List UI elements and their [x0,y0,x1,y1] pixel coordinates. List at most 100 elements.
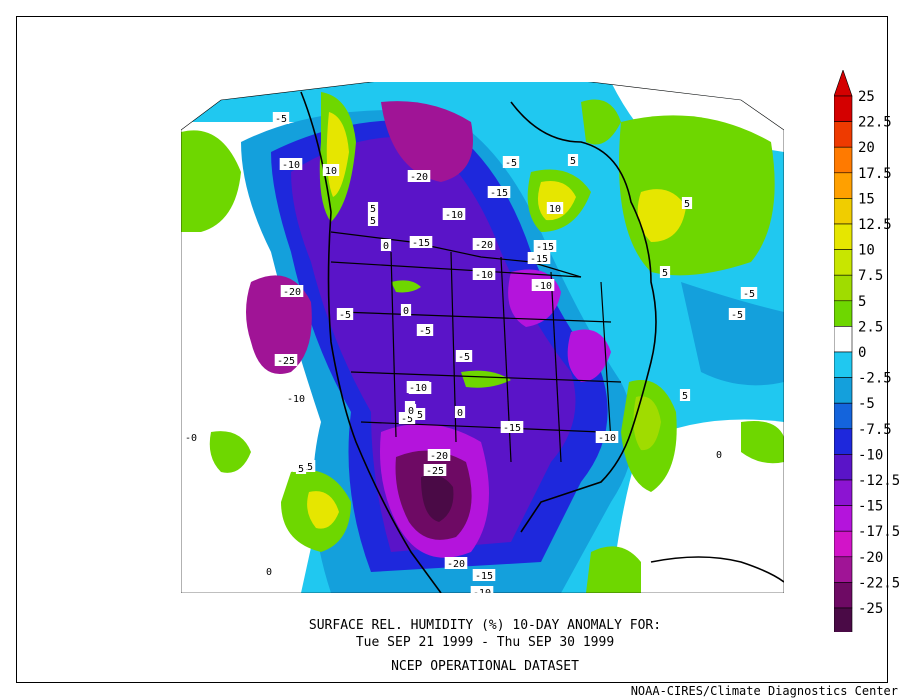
field-neg20-north [381,101,473,182]
colorbar-swatch [833,249,853,276]
colorbar-tick-label: -7.5 [858,422,892,438]
contour-label: -10 [445,210,463,221]
contour-label-bg [427,449,451,461]
contour-label-bg [713,448,725,460]
colorbar: 25 22.5 20 17.5 15 12.5 10 7.5 5 2.5 0 -2.5 -5 -7.5 -1… [833,69,904,661]
caption-line-1: SURFACE REL. HUMIDITY (%) 10-DAY ANOMALY… [308,618,662,633]
map-field [181,82,784,593]
contour-label-bg [500,421,524,433]
colorbar-swatch [833,402,853,430]
contour-label: 10 [325,166,337,177]
contour-label: -20 [447,559,465,570]
colorbar-swatch [833,556,853,583]
colorbar-swatch [833,607,853,634]
contour-label-bg [367,214,379,226]
colorbar-tick-label: 20 [858,140,875,156]
contour-label: 5 [370,216,376,227]
contour-label: 0 [408,406,414,417]
contour-label-bg [405,404,417,416]
contour-label-bg [444,557,468,569]
colorbar-swatch [833,300,853,327]
colorbar-tick-label: -10 [858,447,883,463]
contour-label-bg [274,354,298,366]
colorbar-swatch [833,454,853,481]
colorbar-swatch [833,172,853,199]
contour-label-bg [533,240,557,252]
contour-label: -5 [505,158,517,169]
contour-label-bg [182,431,200,443]
field-neg20-west [246,275,312,374]
contour-label: -15 [412,238,430,249]
contour-label: -5 [743,289,755,300]
contour-label: -20 [475,240,493,251]
contour-label: -15 [536,242,554,253]
contour-label: -5 [458,352,470,363]
contour-label-bg [336,308,354,320]
anomaly-map[interactable]: -5 -10 10 5 -20 -5 5 5 -15 10 5 -10 -15 0 -20 -10 -15 -10… [181,82,784,593]
contour-label: 0 [403,306,409,317]
contour-label: -0 [185,433,197,444]
contour-label: 0 [266,567,272,578]
colorbar-swatch [833,146,853,174]
colorbar-swatch [833,95,853,122]
colorbar-tick-label: 12.5 [858,217,892,233]
contour-label: 5 [662,268,668,279]
contour-label: 5 [684,199,690,210]
contour-label: -25 [277,356,295,367]
contour-label-bg [295,462,307,474]
contour-label-bg [546,202,564,214]
colorbar-tick-label: -22.5 [858,575,900,591]
colorbar-swatch [833,326,853,353]
colorbar-tick-label: -17.5 [858,524,900,540]
colorbar-swatch [833,274,853,302]
contour-label: -25 [426,466,444,477]
map-domain-outline [181,82,784,593]
colorbar-swatch [833,582,853,609]
colorbar-tick-label: 15 [858,191,875,207]
colorbar-tick-label: -5 [858,396,875,412]
contour-label: -10 [473,588,491,593]
colorbar-swatch [833,121,853,148]
field-neg15 [291,136,576,552]
contour-label: 0 [716,450,722,461]
colorbar-tick-label: 7.5 [858,268,883,284]
contour-label-bg [679,389,691,401]
colorbar-tick-label: 25 [858,89,875,105]
contour-label: -20 [430,451,448,462]
contour-label-bg [487,186,511,198]
contour-label: -10 [598,433,616,444]
contour-label-bg [409,236,433,248]
contour-label-bg [416,324,434,336]
contour-label-bg [531,279,555,291]
contour-label: -10 [534,281,552,292]
contour-label-bg [367,202,379,214]
contour-label: -5 [419,326,431,337]
contour-label: 5 [370,204,376,215]
contour-label: -5 [339,310,351,321]
contour-label-bg [527,252,551,264]
contour-label-bg [472,238,496,250]
contour-label-bg [595,431,619,443]
contour-label-bg [263,565,275,577]
contour-label: -10 [409,383,427,394]
figure-frame [16,16,888,683]
colorbar-swatch [833,223,853,250]
field-pos-pacific [181,130,241,232]
contour-label: 5 [682,391,688,402]
contour-label-bg [279,158,303,170]
contour-label-bg [502,156,520,168]
colorbar-swatch [833,530,853,558]
contour-label: -10 [475,270,493,281]
colorbar-tick-label: -12.5 [858,473,900,489]
contour-label-bg [406,381,430,393]
colorbar-arrow-top [833,69,853,97]
colorbar-tick-label: 22.5 [858,115,892,131]
contour-label: -20 [410,172,428,183]
contour-label-bg [407,170,431,182]
contour-label: -20 [283,287,301,298]
contour-label-bg [455,350,473,362]
colorbar-tick-label: -2.5 [858,371,892,387]
contour-label-bg [442,208,466,220]
colorbar-tick-label: 10 [858,243,875,259]
